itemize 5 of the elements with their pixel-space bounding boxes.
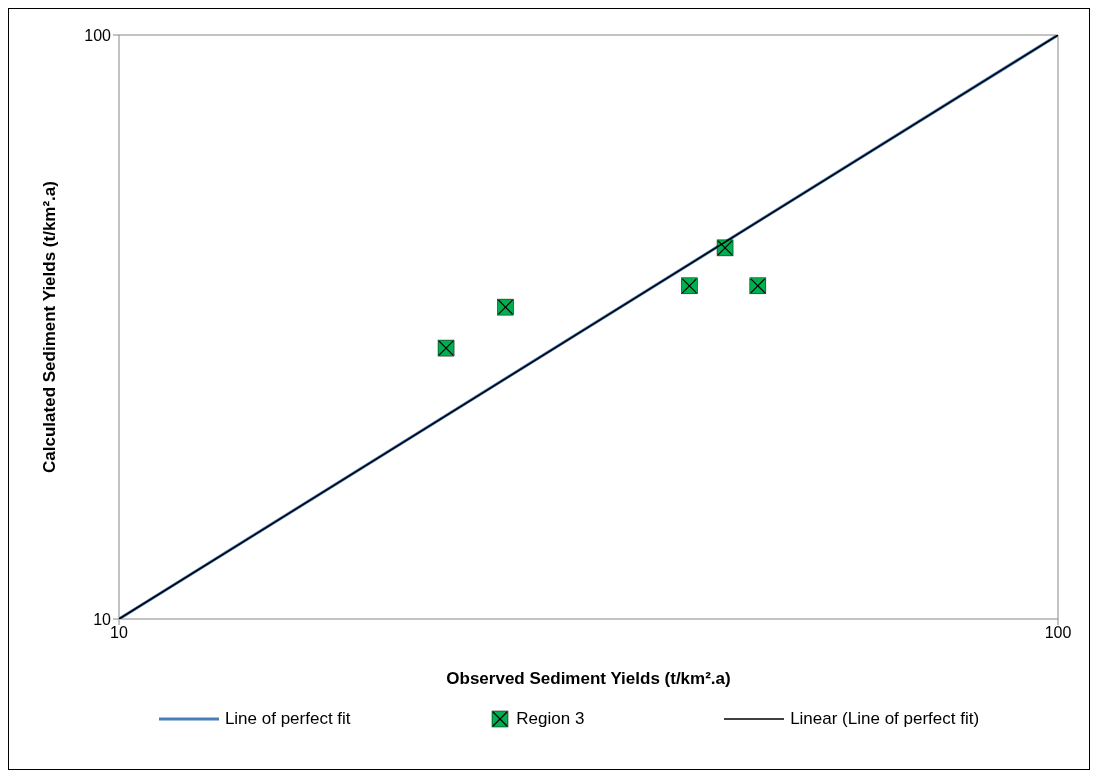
- legend-label: Line of perfect fit: [224, 709, 351, 729]
- legend-label: Linear (Line of perfect fit): [790, 709, 980, 729]
- x-axis-title: Observed Sediment Yields (t/km².a): [446, 669, 731, 688]
- y-axis-title: Calculated Sediment Yields (t/km².a): [40, 181, 60, 473]
- legend-label: Region 3: [516, 709, 585, 729]
